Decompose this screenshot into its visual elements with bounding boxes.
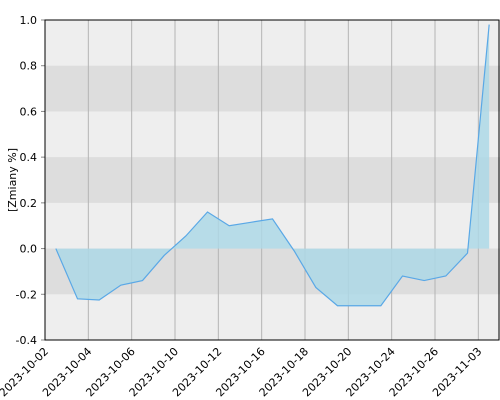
y-tick-label: 1.0 xyxy=(20,14,38,27)
plot-border xyxy=(44,19,500,341)
line xyxy=(55,24,490,307)
y-tick-label: 0.4 xyxy=(20,151,38,164)
area xyxy=(55,24,490,306)
grid-band xyxy=(45,65,500,112)
y-tick-label: -0.4 xyxy=(16,334,37,347)
grid-band xyxy=(45,157,500,203)
y-tick-label: 0.8 xyxy=(20,60,38,73)
y-tick-label: 0.6 xyxy=(20,105,38,118)
y-tick-label: 0.0 xyxy=(20,243,38,256)
y-axis-label: [Zmiany %] xyxy=(6,148,19,212)
y-tick-label: -0.2 xyxy=(16,288,37,301)
y-tick-label: 0.2 xyxy=(20,197,38,210)
